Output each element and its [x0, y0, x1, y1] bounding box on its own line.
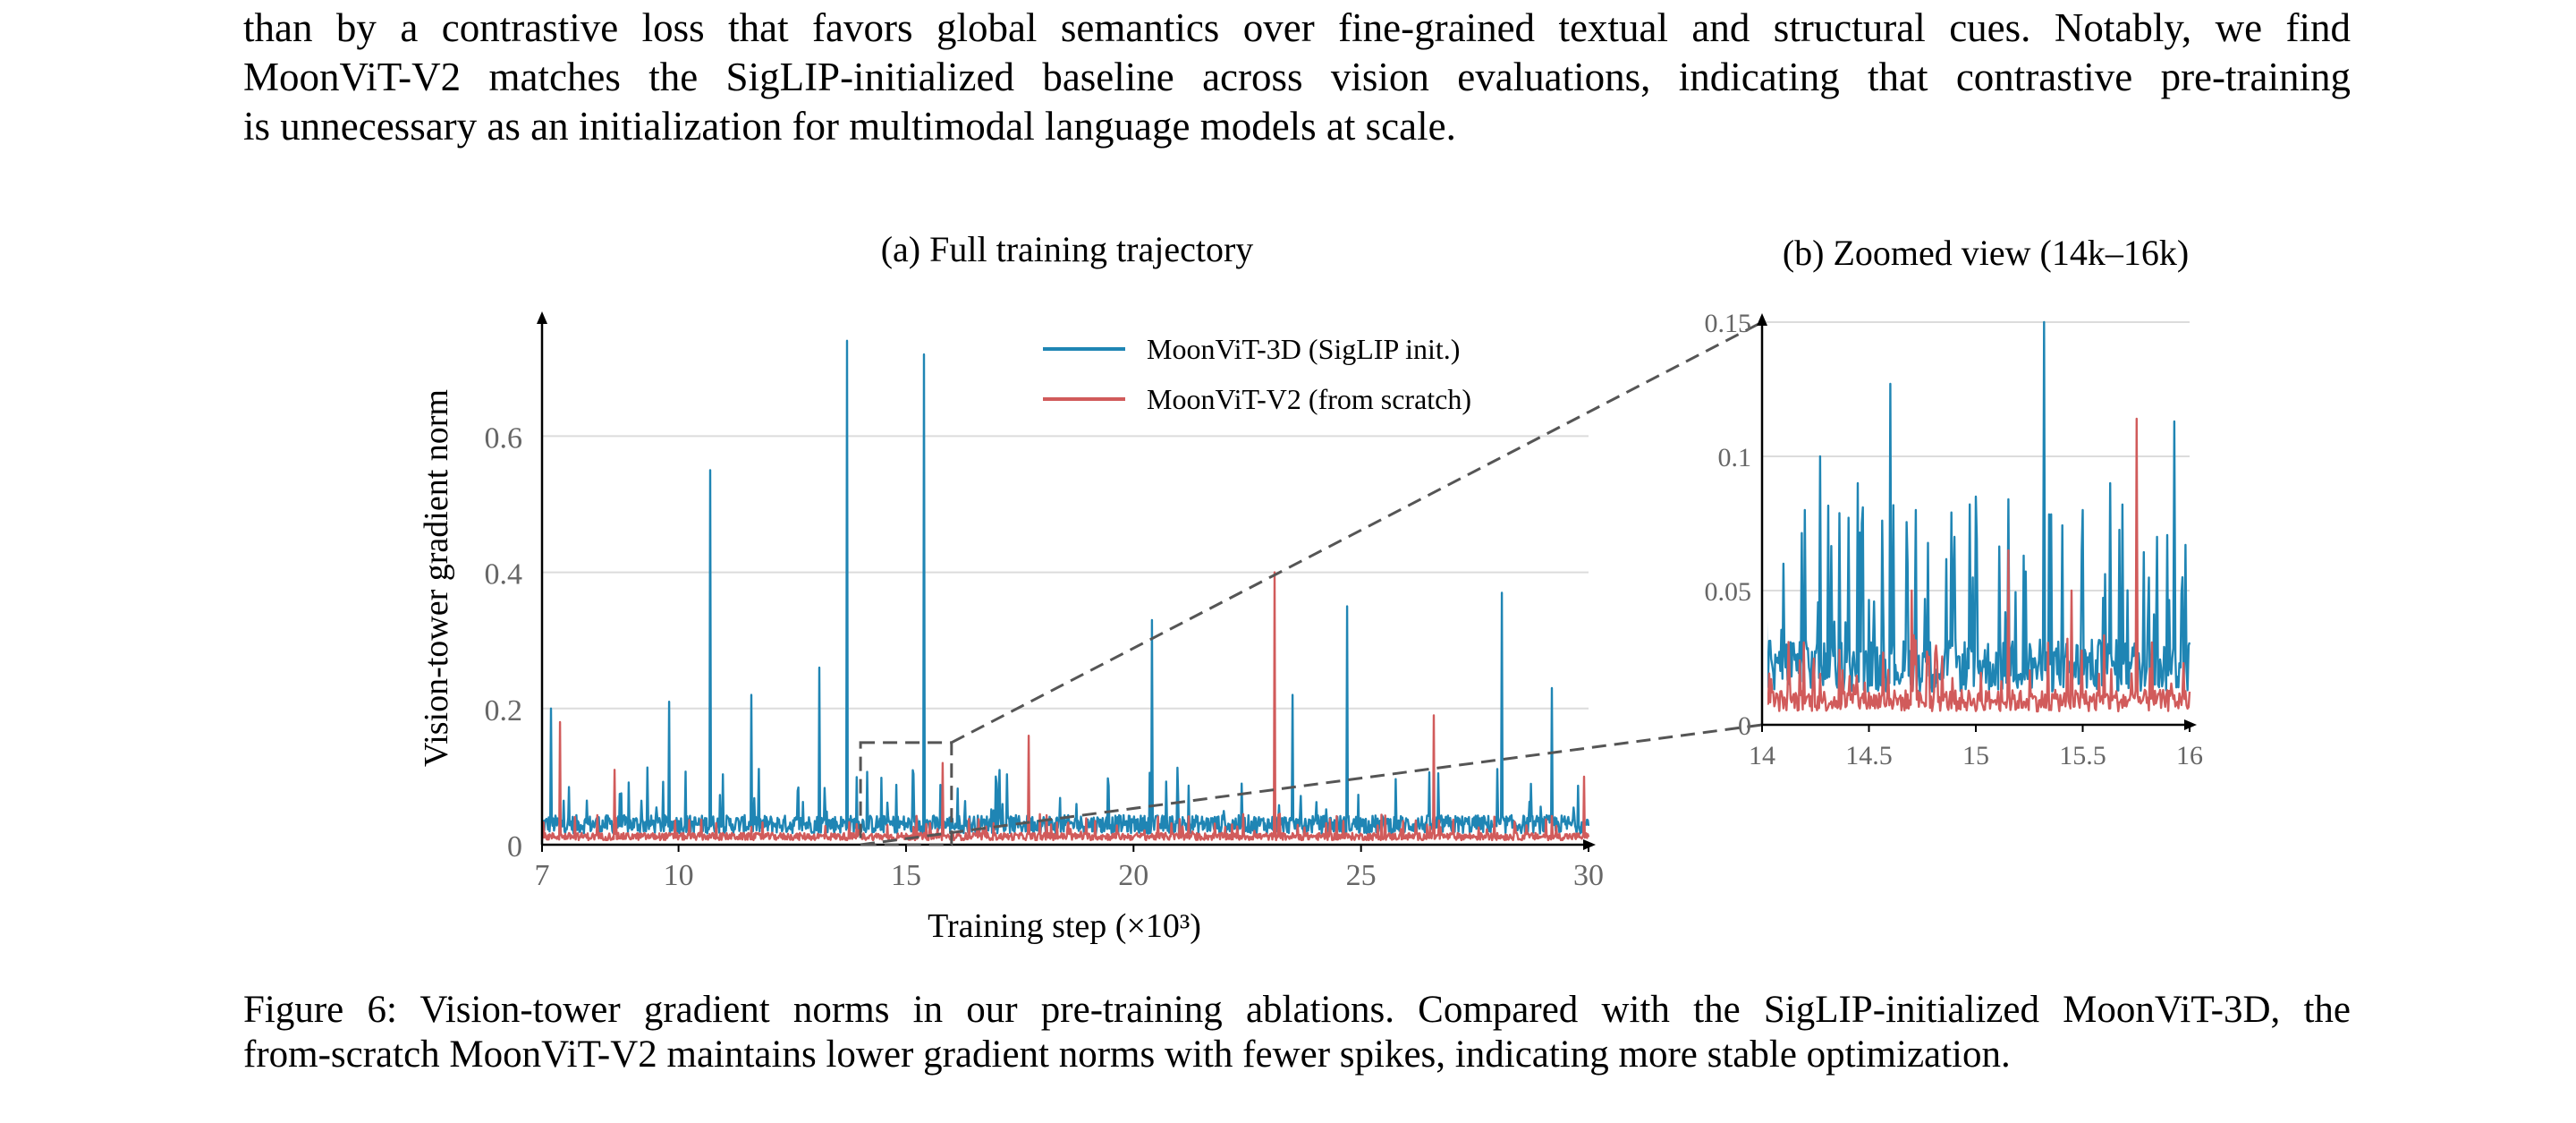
panel-b-chart: 0 0.05 0.1 0.15 14 14.5 15 15.5 16 — [1705, 309, 2204, 770]
panel-a-gridlines — [542, 435, 1589, 710]
panel-b-series — [1767, 320, 2191, 713]
panel-a-title: (a) Full training trajectory — [881, 229, 1254, 269]
paragraph-line: is unnecessary as an initialization for … — [243, 104, 1456, 149]
zoom-series-line-moonvit-v2 — [1767, 417, 2191, 713]
panel-b-y-tick-label: 0.15 — [1705, 309, 1752, 338]
panel-a-y-tick-label: 0.6 — [485, 421, 523, 455]
panel-a-ticks: 0 0.2 0.4 0.6 7 10 15 20 25 30 — [485, 421, 1605, 892]
panel-a-x-label: Training step (×10³) — [928, 907, 1201, 945]
panel-a-y-tick-label: 0.2 — [485, 694, 523, 727]
panel-a-x-tick-label: 20 — [1118, 859, 1148, 892]
panel-b-y-axis-arrow — [1757, 313, 1767, 326]
panel-b-y-tick-label: 0.05 — [1705, 577, 1752, 607]
panel-b-y-tick-label: 0 — [1738, 711, 1751, 741]
panel-a-x-tick-label: 25 — [1346, 859, 1377, 892]
panel-a-x-tick-label: 10 — [664, 859, 694, 892]
panel-a-x-tick-label: 30 — [1573, 859, 1604, 892]
figure-caption: Figure 6: Vision-tower gradient norms in… — [243, 988, 2351, 1077]
caption-line: from-scratch MoonViT-V2 maintains lower … — [243, 1034, 2011, 1076]
panel-b-x-tick-label: 14.5 — [1845, 741, 1893, 770]
panel-a-series — [542, 339, 1590, 841]
panel-a-y-label: Vision-tower gradient norm — [418, 389, 455, 767]
panel-b-y-tick-label: 0.1 — [1718, 443, 1752, 472]
zoom-connector-bottom — [860, 723, 1763, 847]
panel-b-x-tick-label: 15 — [1962, 741, 1989, 770]
zoom-connector-top — [951, 320, 1763, 744]
panel-b-title: (b) Zoomed view (14k–16k) — [1783, 233, 2189, 273]
panel-a-chart: 0 0.2 0.4 0.6 7 10 15 20 25 30 Training step (×10… — [418, 311, 1604, 945]
panel-b-x-tick-label: 15.5 — [2059, 741, 2106, 770]
series-line-moonvit-v2 — [542, 571, 1590, 841]
panel-a-x-tick-label: 15 — [891, 859, 921, 892]
zoom-region-box — [859, 741, 953, 847]
panel-a-x-tick-label: 7 — [535, 859, 550, 892]
legend-label-moonvit-v2: MoonViT-V2 (from scratch) — [1147, 383, 1471, 415]
caption-line: Figure 6: Vision-tower gradient norms in… — [243, 989, 2351, 1031]
panel-a-y-tick-label: 0 — [507, 830, 522, 864]
panel-b-x-tick-label: 16 — [2176, 741, 2203, 770]
panel-a-y-axis-arrow — [537, 311, 547, 324]
panel-b-ticks: 0 0.05 0.1 0.15 14 14.5 15 15.5 16 — [1705, 309, 2204, 770]
body-paragraph: than by a contrastive loss that favors g… — [243, 4, 2351, 151]
panel-a-y-tick-label: 0.4 — [485, 558, 523, 591]
paragraph-line: MoonViT-V2 matches the SigLIP-initialize… — [243, 55, 2351, 99]
legend-label-moonvit-3d: MoonViT-3D (SigLIP init.) — [1147, 333, 1460, 365]
zoom-series-line-moonvit-3d — [1767, 320, 2191, 693]
paragraph-line: than by a contrastive loss that favors g… — [243, 5, 2351, 50]
panel-b-x-tick-label: 14 — [1749, 741, 1775, 770]
zoom-indicator — [859, 320, 1763, 847]
panel-a-legend: MoonViT-3D (SigLIP init.) MoonViT-V2 (fr… — [1043, 333, 1471, 415]
